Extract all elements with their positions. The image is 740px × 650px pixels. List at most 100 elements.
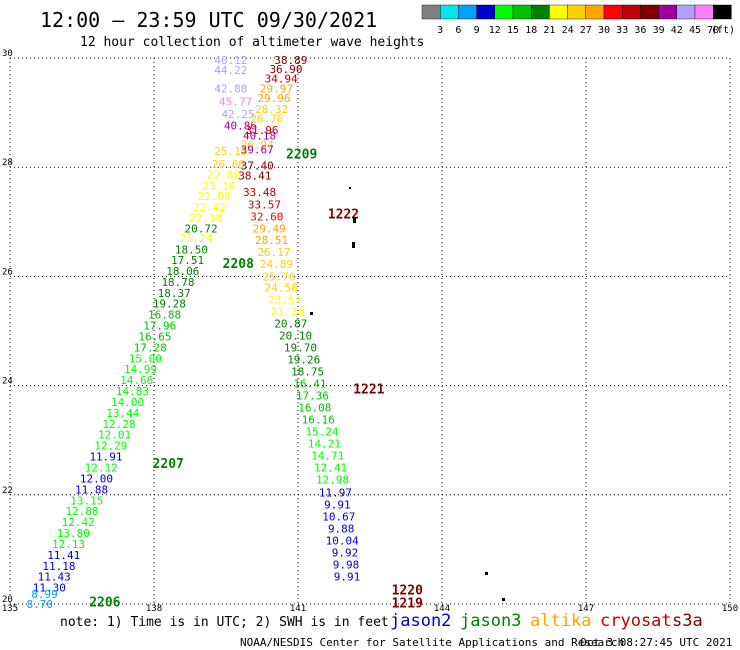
data-point-label: 14.00 <box>111 396 144 409</box>
data-point-label: 15.24 <box>305 425 338 438</box>
color-swatch <box>531 4 550 20</box>
footer-credit: NOAA/NESDIS Center for Satellite Applica… <box>240 636 624 649</box>
data-point-label: 21.28 <box>271 305 304 318</box>
footer-note: note: 1) Time is in UTC; 2) SWH is in fe… <box>60 615 389 630</box>
data-point-label: 18.78 <box>161 276 194 289</box>
footer-timestamp: Oct 3 08:27:45 UTC 2021 <box>580 636 732 649</box>
data-point-label: 11.88 <box>75 483 108 496</box>
data-point-label: 12.88 <box>65 505 98 518</box>
data-point-label: 12.41 <box>314 462 347 475</box>
y-tick-label: 20 <box>2 595 13 605</box>
data-point-label: 34.94 <box>265 73 298 86</box>
island-marker <box>352 242 355 248</box>
data-point-label: 16.65 <box>138 330 171 343</box>
data-point-label: 17.96 <box>143 320 176 333</box>
y-tick-label: 30 <box>2 49 13 59</box>
data-point-label: 16.41 <box>293 377 326 390</box>
data-point-label: 20.87 <box>274 317 307 330</box>
data-point-label: 23.16 <box>202 180 235 193</box>
color-swatch <box>440 4 459 20</box>
x-tick-label: 141 <box>290 604 306 614</box>
data-point-label: 11.30 <box>33 582 66 595</box>
satellite-legend: jason2 jason3 altika cryosat s3a <box>390 611 703 631</box>
data-point-label: 29.49 <box>253 222 286 235</box>
data-point-label: 40.18 <box>243 130 276 143</box>
color-scale-tick: 6 <box>455 25 461 36</box>
color-swatch <box>658 4 677 20</box>
data-point-label: 19.28 <box>153 298 186 311</box>
data-point-label: 28.51 <box>255 234 288 247</box>
data-point-label: 24.58 <box>265 281 298 294</box>
x-tick-label: 147 <box>578 604 594 614</box>
color-swatch <box>640 4 659 20</box>
data-point-label: 12.98 <box>316 474 349 487</box>
y-tick-label: 26 <box>2 267 13 277</box>
color-scale-tick: 24 <box>562 25 574 36</box>
data-point-label: 10.67 <box>322 511 355 524</box>
data-point-label: 32.60 <box>250 210 283 223</box>
color-swatch <box>676 4 696 20</box>
y-tick-label: 28 <box>2 158 13 168</box>
color-scale-bar: 3 6 9 12 15 18 21 24 27 30 33 36 39 42 45 70 <box>421 4 732 36</box>
color-scale-tick: 30 <box>598 25 610 36</box>
color-scale-tick: 18 <box>525 25 537 36</box>
data-point-label: 11.91 <box>89 451 122 464</box>
island-marker <box>310 312 313 315</box>
data-point-label: 19.26 <box>287 353 320 366</box>
color-scale-tick: 3 <box>437 25 443 36</box>
data-point-label: 31.96 <box>245 124 278 137</box>
data-point-label: 16.16 <box>302 413 335 426</box>
data-point-label: 17.51 <box>171 254 204 267</box>
data-point-label: 45.77 <box>219 96 252 109</box>
data-point-label: 14.99 <box>124 363 157 376</box>
pass-label: 2208 <box>223 257 254 272</box>
data-point-label: 14.66 <box>120 374 153 387</box>
data-point-label: 12.13 <box>52 538 85 551</box>
island-marker <box>353 217 356 223</box>
data-point-label: 29.96 <box>257 92 290 105</box>
pass-label: 2207 <box>153 457 184 472</box>
color-swatch <box>421 4 441 20</box>
data-point-label: 14.83 <box>116 385 149 398</box>
color-swatch <box>694 4 714 20</box>
data-point-label: 12.01 <box>98 429 131 442</box>
data-point-label: 23.57 <box>268 293 301 306</box>
data-point-label: 9.92 <box>332 547 359 560</box>
color-scale-tick: 70 <box>707 25 719 36</box>
pass-label: 2206 <box>89 595 120 610</box>
axis-labels: 135 138 141 144 147 150 20 22 24 26 28 30 <box>2 49 738 614</box>
data-point-label: 18.06 <box>166 265 199 278</box>
island-marker <box>502 598 505 601</box>
data-point-label: 44.22 <box>214 64 247 77</box>
data-point-label: 18.37 <box>158 287 191 300</box>
legend-item-altika: altika <box>530 611 591 631</box>
legend-item-jason3: jason3 <box>460 611 521 631</box>
data-point-label: 37.40 <box>241 160 274 173</box>
pass-label: 1220 <box>392 583 423 598</box>
data-point-label: 12.29 <box>94 440 127 453</box>
data-point-label: 11.18 <box>42 560 75 573</box>
pass-label: 1221 <box>353 382 384 397</box>
color-scale-tick: 9 <box>474 25 480 36</box>
chart-title: 12:00 – 23:59 UTC 09/30/2021 <box>40 8 377 32</box>
data-point-label: 9.88 <box>328 523 355 536</box>
data-point-label: 13.80 <box>57 527 90 540</box>
data-point-label: 26.94 <box>241 138 274 151</box>
color-swatch <box>476 4 496 20</box>
pass-label: 2209 <box>286 148 317 163</box>
data-point-label: 28.32 <box>255 103 288 116</box>
x-tick-label: 144 <box>434 604 450 614</box>
color-swatch <box>622 4 641 20</box>
color-swatch <box>585 4 605 20</box>
island-marker <box>485 572 488 575</box>
data-point-label: 12.42 <box>62 516 95 529</box>
color-swatch <box>713 4 732 20</box>
x-tick-label: 135 <box>2 604 18 614</box>
data-point-label: 16.88 <box>148 309 181 322</box>
data-point-label: 33.57 <box>248 198 281 211</box>
data-point-label: 9.98 <box>333 559 360 572</box>
data-point-label: 12.28 <box>102 418 135 431</box>
